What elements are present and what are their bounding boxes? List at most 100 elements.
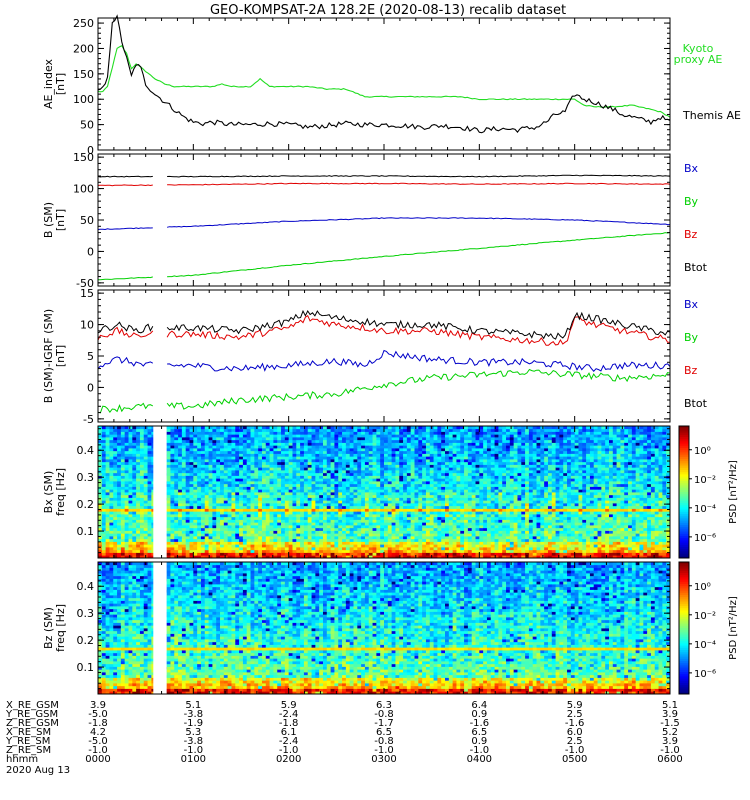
heatmap-cell — [223, 552, 229, 556]
heatmap-cell — [235, 544, 240, 548]
heatmap-cell — [349, 450, 354, 454]
heatmap-cell — [136, 544, 141, 548]
heatmap-cell — [322, 527, 328, 531]
heatmap-cell — [368, 483, 373, 487]
heatmap-cell — [178, 505, 183, 509]
heatmap-cell — [456, 544, 461, 548]
heatmap-cell — [242, 494, 248, 498]
heatmap-cell — [265, 555, 270, 559]
heatmap-cell — [380, 448, 385, 452]
heatmap-cell — [330, 544, 335, 548]
heatmap-cell — [223, 448, 229, 452]
heatmap-cell — [242, 481, 248, 485]
heatmap-cell — [414, 442, 419, 446]
heatmap-cell — [330, 492, 335, 496]
heatmap-cell — [361, 500, 366, 504]
heatmap-cell — [300, 448, 305, 452]
heatmap-cell — [353, 461, 358, 465]
heatmap-cell — [326, 514, 332, 518]
heatmap-cell — [368, 536, 373, 540]
heatmap-cell — [189, 552, 194, 556]
heatmap-cell — [143, 437, 148, 441]
heatmap-cell — [246, 538, 251, 542]
heatmap-cell — [292, 555, 297, 559]
heatmap-cell — [98, 533, 103, 537]
heatmap-cell — [120, 461, 126, 465]
heatmap-cell — [399, 522, 404, 526]
heatmap-cell — [425, 472, 431, 476]
heatmap-cell — [403, 514, 408, 518]
heatmap-cell — [277, 552, 282, 556]
heatmap-cell — [296, 472, 301, 476]
heatmap-cell — [425, 486, 431, 490]
heatmap-cell — [303, 437, 309, 441]
heatmap-cell — [170, 428, 175, 432]
heatmap-cell — [445, 431, 450, 435]
heatmap-cell — [98, 453, 103, 457]
heatmap-cell — [429, 448, 434, 452]
heatmap-cell — [315, 555, 320, 559]
heatmap-cell — [235, 500, 240, 504]
heatmap-cell — [193, 538, 198, 542]
heatmap-cell — [117, 538, 122, 542]
heatmap-cell — [204, 475, 209, 479]
heatmap-cell — [376, 475, 381, 479]
heatmap-cell — [181, 486, 187, 490]
heatmap-cell — [254, 481, 259, 485]
heatmap-cell — [132, 549, 137, 553]
heatmap-cell — [433, 511, 438, 515]
heatmap-cell — [216, 445, 221, 449]
heatmap-cell — [441, 505, 446, 509]
heatmap-cell — [117, 489, 122, 493]
heatmap-cell — [117, 456, 122, 460]
heatmap-cell — [391, 547, 396, 551]
heatmap-cell — [372, 492, 377, 496]
heatmap-cell — [303, 555, 309, 559]
heatmap-cell — [338, 445, 343, 449]
heatmap-cell — [357, 475, 362, 479]
heatmap-cell — [109, 456, 114, 460]
heatmap-cell — [105, 541, 110, 545]
heatmap-cell — [250, 547, 255, 551]
heatmap-cell — [437, 431, 442, 435]
heatmap-cell — [254, 431, 259, 435]
heatmap-cell — [101, 555, 107, 559]
heatmap-cell — [216, 552, 221, 556]
heatmap-cell — [254, 467, 259, 471]
heatmap-cell — [193, 533, 198, 537]
heatmap-cell — [231, 475, 236, 479]
heatmap-cell — [139, 508, 145, 512]
heatmap-cell — [414, 494, 419, 498]
heatmap-cell — [437, 445, 442, 449]
heatmap-cell — [174, 544, 179, 548]
heatmap-cell — [322, 544, 328, 548]
heatmap-cell — [338, 472, 343, 476]
heatmap-cell — [204, 549, 209, 553]
heatmap-cell — [322, 481, 328, 485]
heatmap-cell — [113, 508, 118, 512]
series-line-by — [97, 368, 671, 414]
heatmap-cell — [342, 530, 347, 534]
heatmap-cell — [284, 511, 290, 515]
heatmap-cell — [166, 448, 171, 452]
heatmap-cell — [174, 486, 179, 490]
heatmap-cell — [353, 450, 358, 454]
heatmap-cell — [330, 525, 335, 529]
heatmap-cell — [185, 519, 190, 523]
heatmap-cell — [250, 508, 255, 512]
heatmap-cell — [380, 492, 385, 496]
heatmap-cell — [364, 483, 370, 487]
heatmap-cell — [166, 486, 171, 490]
heatmap-cell — [200, 459, 206, 463]
heatmap-cell — [288, 516, 293, 520]
heatmap-cell — [109, 486, 114, 490]
heatmap-cell — [330, 478, 335, 482]
heatmap-cell — [117, 461, 122, 465]
heatmap-cell — [197, 527, 202, 531]
heatmap-cell — [292, 536, 297, 540]
heatmap-cell — [273, 536, 278, 540]
heatmap-cell — [288, 434, 293, 438]
heatmap-cell — [384, 522, 389, 526]
heatmap-cell — [387, 426, 393, 430]
heatmap-cell — [139, 483, 145, 487]
